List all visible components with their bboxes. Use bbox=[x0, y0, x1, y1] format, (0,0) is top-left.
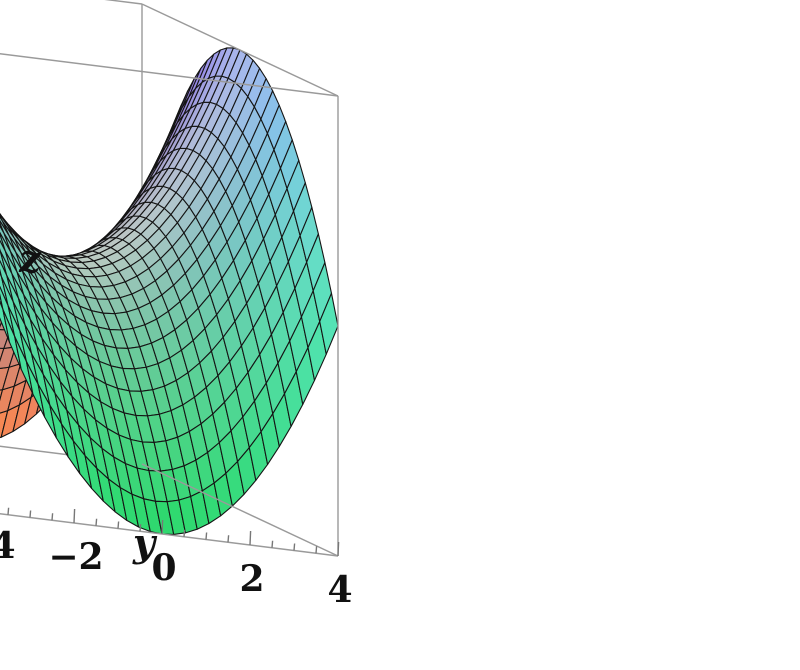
x-axis-tick bbox=[205, 532, 208, 540]
x-axis-tick bbox=[117, 521, 120, 529]
x-axis-tick bbox=[73, 508, 76, 524]
box-edge-front-4 bbox=[141, 3, 339, 97]
x-axis-tick bbox=[139, 524, 142, 532]
x-axis-tick bbox=[51, 513, 54, 521]
surface bbox=[0, 47, 339, 535]
x-axis-tick bbox=[7, 507, 10, 515]
axis-ticks bbox=[7, 507, 340, 557]
z-axis-title: z bbox=[18, 236, 42, 281]
x-axis-tick bbox=[293, 543, 296, 551]
x-axis-tick bbox=[95, 518, 98, 526]
tick-labels: 420−2−4−4−2024151050−5−10 bbox=[0, 525, 353, 611]
x-axis-tick bbox=[29, 510, 32, 518]
x-tick-label: −2 bbox=[48, 536, 103, 578]
x-axis-tick bbox=[183, 529, 186, 537]
x-axis-tick bbox=[271, 540, 274, 548]
bounding-box-front bbox=[0, 3, 339, 557]
x-axis-tick bbox=[315, 546, 318, 554]
x-tick-label: 0 bbox=[151, 547, 176, 589]
box-edge-back-3 bbox=[104, 0, 143, 5]
x-tick-label: 4 bbox=[327, 569, 352, 611]
surface-facet bbox=[0, 212, 3, 217]
x-axis-tick bbox=[249, 530, 252, 546]
x-axis-tick bbox=[227, 535, 230, 543]
box-edge-front-3 bbox=[0, 53, 339, 97]
x-tick-label: 2 bbox=[239, 558, 264, 600]
x-tick-label: −4 bbox=[0, 525, 16, 567]
y-axis-title: y bbox=[132, 520, 158, 565]
x-axis-tick bbox=[161, 519, 164, 535]
x-axis-tick bbox=[337, 541, 340, 557]
box-edge-front-1 bbox=[141, 463, 339, 557]
